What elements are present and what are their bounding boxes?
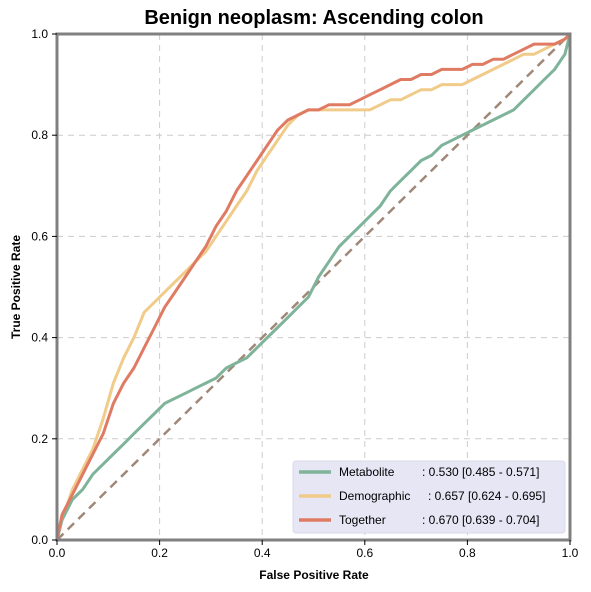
series-layer: [55, 32, 572, 542]
y-tick-label: 0.0: [31, 533, 48, 547]
plot-frame: [55, 32, 572, 542]
ticks: 0.0 0.2 0.4 0.6 0.8 1.0 0.0 0.2 0.4 0.6 0.8 1.0: [31, 27, 578, 560]
x-tick-label: 0.2: [151, 546, 168, 560]
y-tick-label: 0.8: [31, 128, 48, 142]
y-axis-label: True Positive Rate: [9, 235, 23, 339]
x-tick-label: 0.4: [254, 546, 271, 560]
x-tick-label: 0.8: [459, 546, 476, 560]
legend-stat-together: : 0.670 [0.639 - 0.704]: [422, 513, 539, 527]
series-line-together: [55, 32, 572, 542]
x-tick-label: 0.6: [356, 546, 373, 560]
series-line-metabolite: [55, 32, 572, 542]
legend-label-together: Together: [339, 513, 386, 527]
legend-label-metabolite: Metabolite: [339, 465, 395, 479]
y-tick-label: 1.0: [31, 27, 48, 41]
legend-stat-demographic: : 0.657 [0.624 - 0.695]: [428, 489, 545, 503]
x-tick-label: 0.0: [49, 546, 66, 560]
y-tick-label: 0.2: [31, 432, 48, 446]
y-tick-label: 0.4: [31, 331, 48, 345]
chart-title: Benign neoplasm: Ascending colon: [144, 7, 483, 29]
legend: Metabolite : 0.530 [0.485 - 0.571] Demogra…: [292, 460, 566, 534]
legend-stat-metabolite: : 0.530 [0.485 - 0.571]: [422, 465, 539, 479]
legend-label-demographic: Demographic: [339, 489, 410, 503]
x-tick-label: 1.0: [562, 546, 579, 560]
legend-box: [292, 460, 566, 534]
x-axis-label: False Positive Rate: [259, 568, 369, 582]
y-tick-label: 0.6: [31, 229, 48, 243]
